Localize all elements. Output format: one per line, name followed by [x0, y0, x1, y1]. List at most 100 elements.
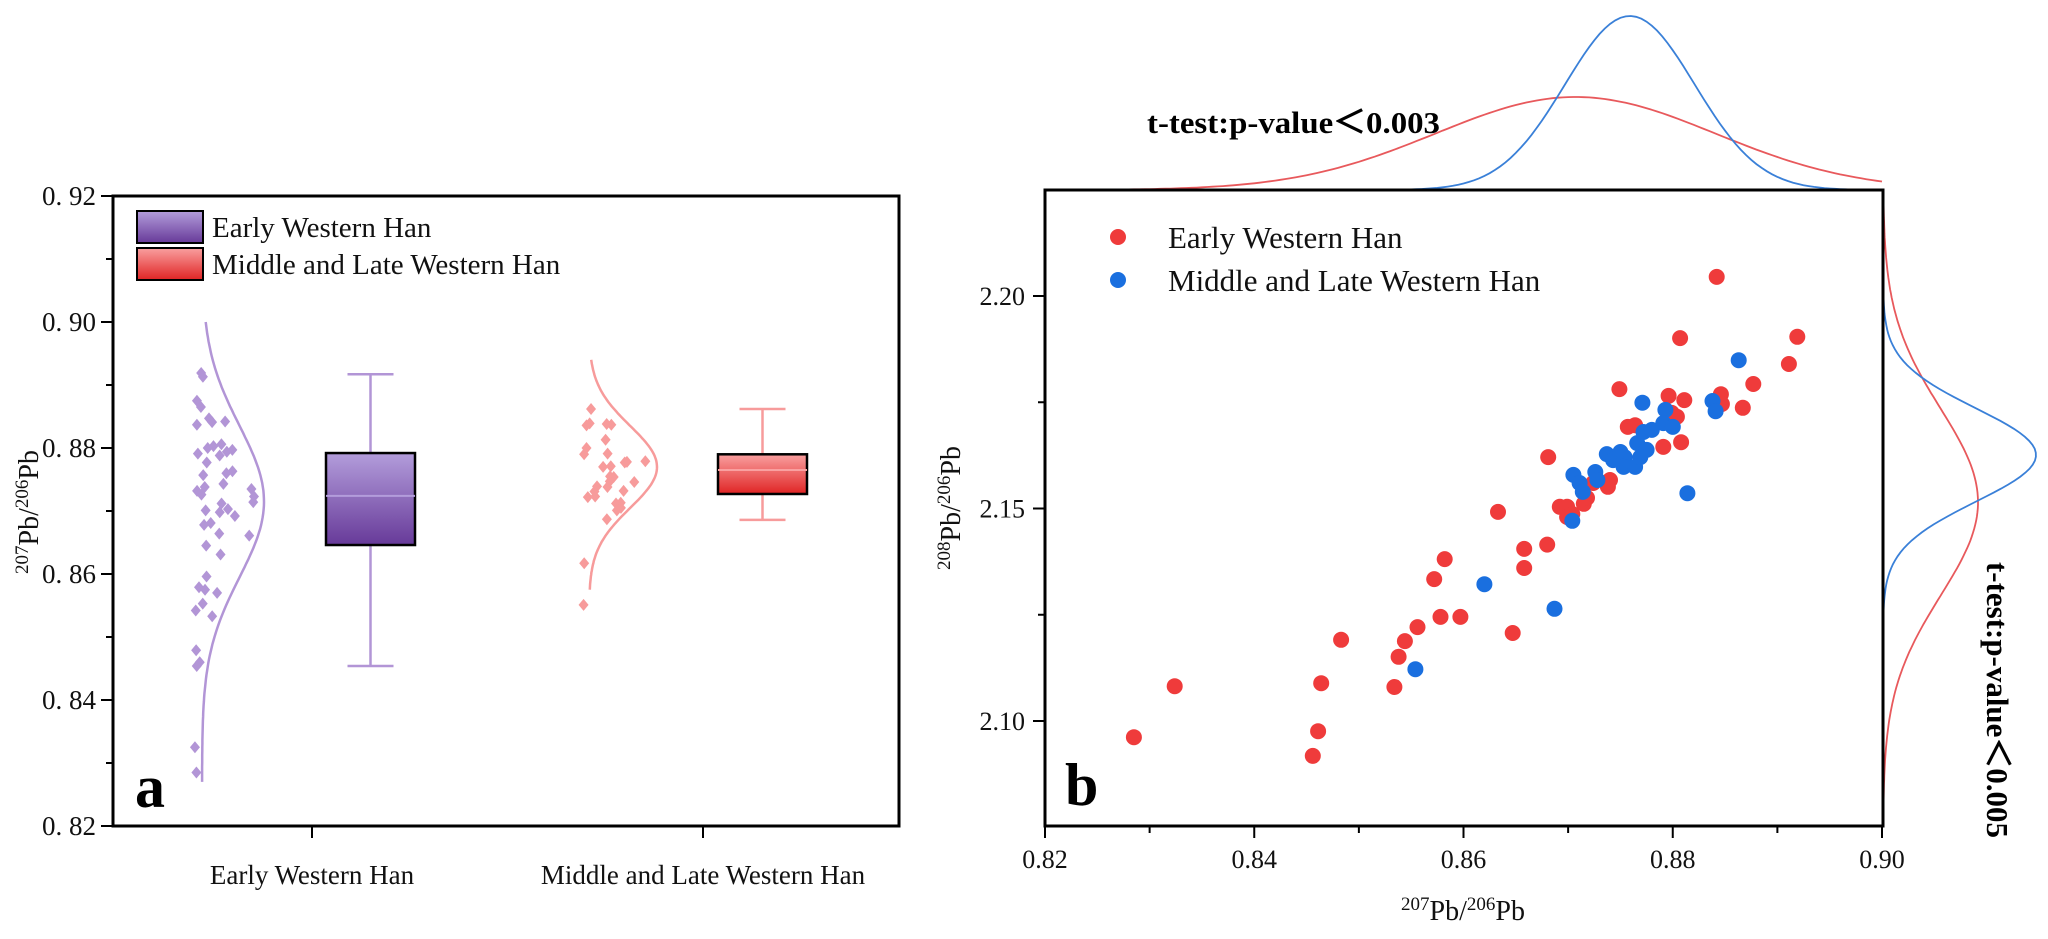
panel-b-scatter-chart: 0.82 0.84 0.86 0.88 0.90 2.10 2.15 2.20 Early W… [934, 15, 2037, 927]
density-curve [200, 321, 266, 782]
scatter-point [1540, 449, 1557, 466]
data-point-diamond [191, 418, 202, 431]
data-point-diamond [229, 510, 240, 523]
data-point-diamond [629, 476, 640, 489]
panel-a-y-axis: 0. 82 0. 84 0. 86 0. 88 0. 90 0. 92 [42, 181, 113, 841]
panel-a-y-axis-label: 207Pb/206Pb [12, 450, 45, 574]
panel-a-density-curves [200, 321, 659, 782]
data-point-diamond [197, 370, 208, 383]
panel-b-points [1125, 268, 1806, 764]
data-point-diamond [221, 445, 232, 458]
data-point-diamond [221, 467, 232, 480]
panel-b-legend: Early Western Han Middle and Late Wester… [1110, 220, 1541, 298]
legend-label-early: Early Western Han [1168, 220, 1403, 255]
data-point-diamond [582, 491, 593, 504]
scatter-point [1539, 536, 1556, 553]
data-point-diamond [605, 460, 616, 473]
data-point-diamond [579, 448, 590, 461]
scatter-point [1589, 472, 1606, 488]
data-point-diamond [640, 455, 651, 468]
data-point-diamond [218, 477, 229, 490]
data-point-diamond [212, 586, 223, 599]
data-point-diamond [244, 529, 255, 542]
data-point-diamond [611, 504, 622, 517]
panel-a-box-chart: 0. 82 0. 84 0. 86 0. 88 0. 90 0. 92 207Pb/206… [12, 181, 901, 890]
scatter-point [1396, 633, 1413, 650]
data-point-diamond [207, 610, 218, 623]
scatter-point [1125, 729, 1142, 746]
annotation-ttest-x: t-test:p-value＜0.003 [1147, 105, 1440, 140]
scatter-point [1660, 387, 1677, 404]
data-point-diamond [201, 539, 212, 552]
scatter-point [1432, 608, 1449, 625]
data-point-diamond [619, 456, 630, 469]
x-tick-label: 0.82 [1022, 845, 1068, 874]
scatter-point [1516, 540, 1533, 557]
data-point-diamond [198, 469, 209, 482]
y-tick-label: 0. 82 [42, 811, 96, 841]
data-point-diamond [197, 597, 208, 610]
data-point-diamond [199, 518, 210, 531]
data-point-diamond [205, 516, 216, 529]
panel-label-a: a [135, 754, 165, 820]
data-point-diamond [590, 490, 601, 503]
y-tick-label: 0. 88 [42, 433, 96, 463]
data-point-diamond [192, 447, 203, 460]
panel-a-legend: Early Western Han Middle and Late Wester… [136, 210, 561, 281]
scatter-point [1574, 483, 1591, 500]
data-point-diamond [191, 659, 202, 672]
data-point-diamond [201, 456, 212, 469]
scatter-point [1310, 723, 1327, 740]
scatter-point [1745, 376, 1762, 392]
data-point-diamond [586, 402, 597, 415]
scatter-point [1707, 403, 1724, 420]
data-point-diamond [216, 497, 227, 510]
data-point-diamond [200, 583, 211, 596]
x-tick-label: 0.86 [1441, 845, 1487, 874]
data-point-diamond [215, 548, 226, 561]
scatter-point [1730, 352, 1747, 369]
right-marginal-density-curve [1882, 189, 1979, 828]
density-curve [588, 359, 659, 590]
data-point-diamond [220, 415, 231, 428]
y-tick-label: 2.15 [980, 495, 1026, 524]
top-marginal-density-curve [1045, 15, 1882, 191]
data-point-diamond [200, 504, 211, 517]
category-label-middle: Middle and Late Western Han [541, 860, 866, 890]
data-point-diamond [601, 513, 612, 526]
data-point-diamond [191, 766, 202, 779]
data-point-diamond [618, 484, 629, 497]
legend-swatch-middle [136, 247, 204, 281]
data-point-diamond [202, 442, 213, 454]
legend-label-middle: Middle and Late Western Han [1168, 263, 1541, 298]
scatter-point [1734, 399, 1751, 416]
legend-label-middle: Middle and Late Western Han [212, 249, 561, 281]
scatter-point [1386, 679, 1403, 695]
scatter-point [1313, 675, 1330, 692]
y-tick-label: 0. 86 [42, 559, 96, 589]
data-point-diamond [214, 506, 225, 519]
y-tick-label: 2.10 [980, 707, 1026, 736]
scatter-point [1672, 330, 1689, 347]
data-point-diamond [602, 447, 613, 460]
box-iqr [324, 451, 417, 547]
scatter-point [1516, 560, 1533, 576]
scatter-point [1426, 571, 1443, 588]
x-tick-label: 0.88 [1650, 845, 1696, 874]
category-label-early: Early Western Han [210, 860, 415, 890]
scatter-point [1655, 438, 1672, 455]
y-tick-label: 0. 92 [42, 181, 96, 211]
data-point-diamond [601, 418, 612, 431]
scatter-point [1436, 551, 1453, 568]
legend-label-early: Early Western Han [212, 212, 432, 244]
y-tick-label: 0. 84 [42, 685, 97, 715]
legend-marker-middle [1110, 272, 1126, 288]
panel-b-axes: 0.82 0.84 0.86 0.88 0.90 2.10 2.15 2.20 [980, 282, 1905, 874]
scatter-point [1409, 619, 1426, 636]
data-point-diamond [598, 460, 609, 473]
scatter-point [1564, 512, 1581, 529]
scatter-point [1789, 328, 1806, 345]
data-point-diamond [578, 598, 589, 611]
scatter-point [1615, 458, 1632, 475]
y-tick-label: 2.20 [980, 282, 1026, 311]
